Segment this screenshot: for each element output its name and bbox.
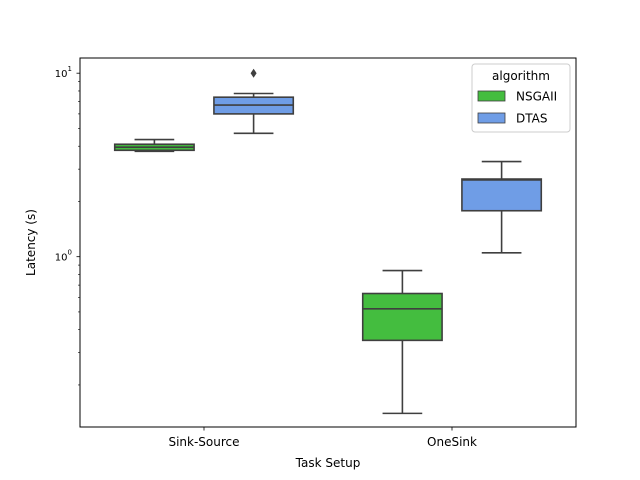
box-dtas-onesink bbox=[461, 160, 543, 254]
x-axis: Sink-Source OneSink bbox=[168, 427, 477, 449]
box-nsgaii-onesink bbox=[361, 269, 443, 415]
axes-frame bbox=[79, 57, 577, 428]
legend-swatch-dtas bbox=[477, 112, 506, 124]
box-nsgaii-sink-source bbox=[113, 138, 195, 153]
iqr-box bbox=[461, 178, 543, 212]
x-tick-label: Sink-Source bbox=[168, 435, 239, 449]
y-axis-label: Latency (s) bbox=[24, 209, 38, 276]
iqr-box bbox=[361, 292, 443, 342]
legend-label-nsgaii: NSGAII bbox=[516, 90, 557, 104]
y-tick-label: 101 bbox=[55, 65, 72, 80]
legend-label-dtas: DTAS bbox=[516, 112, 547, 126]
legend-swatch-nsgaii bbox=[477, 90, 506, 102]
legend-title: algorithm bbox=[492, 69, 550, 83]
x-tick-label: OneSink bbox=[427, 435, 477, 449]
box-dtas-sink-source bbox=[213, 68, 295, 135]
y-tick-label: 100 bbox=[55, 249, 72, 264]
outlier-point bbox=[250, 68, 257, 78]
plot-marks bbox=[113, 68, 543, 415]
y-axis: 100 101 bbox=[55, 65, 80, 386]
legend: algorithm NSGAII DTAS bbox=[471, 63, 571, 133]
x-axis-label: Task Setup bbox=[295, 456, 361, 470]
